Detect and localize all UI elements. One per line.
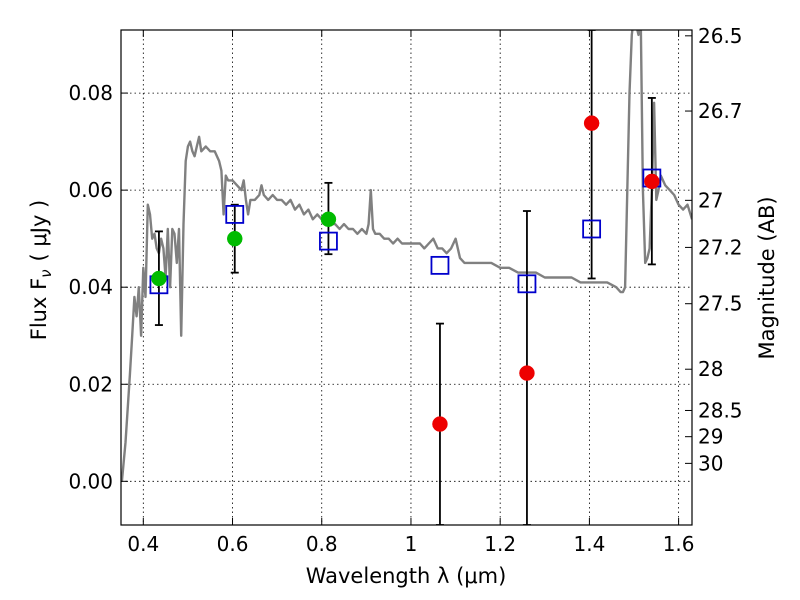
- observed-point: [432, 416, 448, 432]
- right-tick-label: 28: [698, 357, 723, 381]
- x-tick-label: 1.4: [573, 532, 605, 556]
- observed-point: [151, 270, 167, 287]
- right-tick-label: 26.7: [698, 99, 743, 123]
- observed-point: [227, 230, 243, 247]
- model-photometry-marker: [319, 231, 338, 251]
- grid: [121, 30, 692, 525]
- observed-points-layer: [151, 115, 660, 432]
- x-tick-label: 1.6: [663, 532, 695, 556]
- right-tick-label: 30: [698, 451, 723, 475]
- y-axis-label-unit: ( μJy ): [27, 200, 51, 262]
- template-spectrum-line: [121, 30, 692, 482]
- observed-point: [320, 211, 337, 228]
- observed-point: [519, 365, 535, 381]
- right-tick-label: 27.2: [698, 235, 743, 259]
- x-tick-label: 1: [405, 532, 418, 556]
- y-tick-label: 0.08: [68, 81, 113, 105]
- x-axis-label: Wavelength λ (μm): [306, 564, 507, 588]
- right-tick-label: 28.5: [698, 398, 743, 422]
- plot-frame: [120, 29, 693, 526]
- y-tick-label: 0.00: [68, 469, 113, 493]
- right-tick-label: 27: [698, 188, 723, 212]
- y-tick-label: 0.02: [68, 372, 113, 396]
- observed-point: [644, 173, 660, 190]
- y-tick-label: 0.06: [68, 178, 113, 202]
- model-photometry-marker: [517, 274, 537, 294]
- x-tick-label: 1.2: [484, 532, 516, 556]
- right-tick-label: 27.5: [698, 292, 743, 316]
- model-photometry-marker: [430, 255, 450, 275]
- y-axis-label-left: Flux Fν ( μJy ): [27, 200, 55, 341]
- model-photometry-marker: [225, 205, 245, 224]
- right-tick-label: 26.5: [698, 24, 743, 48]
- y-axis-label-right: Magnitude (AB): [755, 196, 779, 359]
- y-axis-label-text: Flux F: [27, 278, 51, 340]
- observed-point: [583, 115, 600, 131]
- x-tick-label: 0.6: [217, 532, 249, 556]
- model-photometry-marker: [582, 219, 602, 239]
- right-tick-label: 29: [698, 425, 723, 449]
- y-axis-label-sub: ν: [37, 269, 55, 277]
- template-spectrum-layer: [121, 30, 692, 482]
- x-tick-label: 0.4: [127, 532, 159, 556]
- svg-text:Flux Fν( μJy ): Flux Fν ( μJy ): [27, 200, 55, 341]
- plot-area: [121, 30, 692, 525]
- y-tick-label: 0.04: [68, 275, 113, 299]
- axis-ticks: 0.4 0.6 0.8 1 1.2 1.4 1.6 0.00 0.02 0.04 0.06 0.08 2…: [68, 24, 742, 556]
- x-tick-label: 0.8: [306, 532, 338, 556]
